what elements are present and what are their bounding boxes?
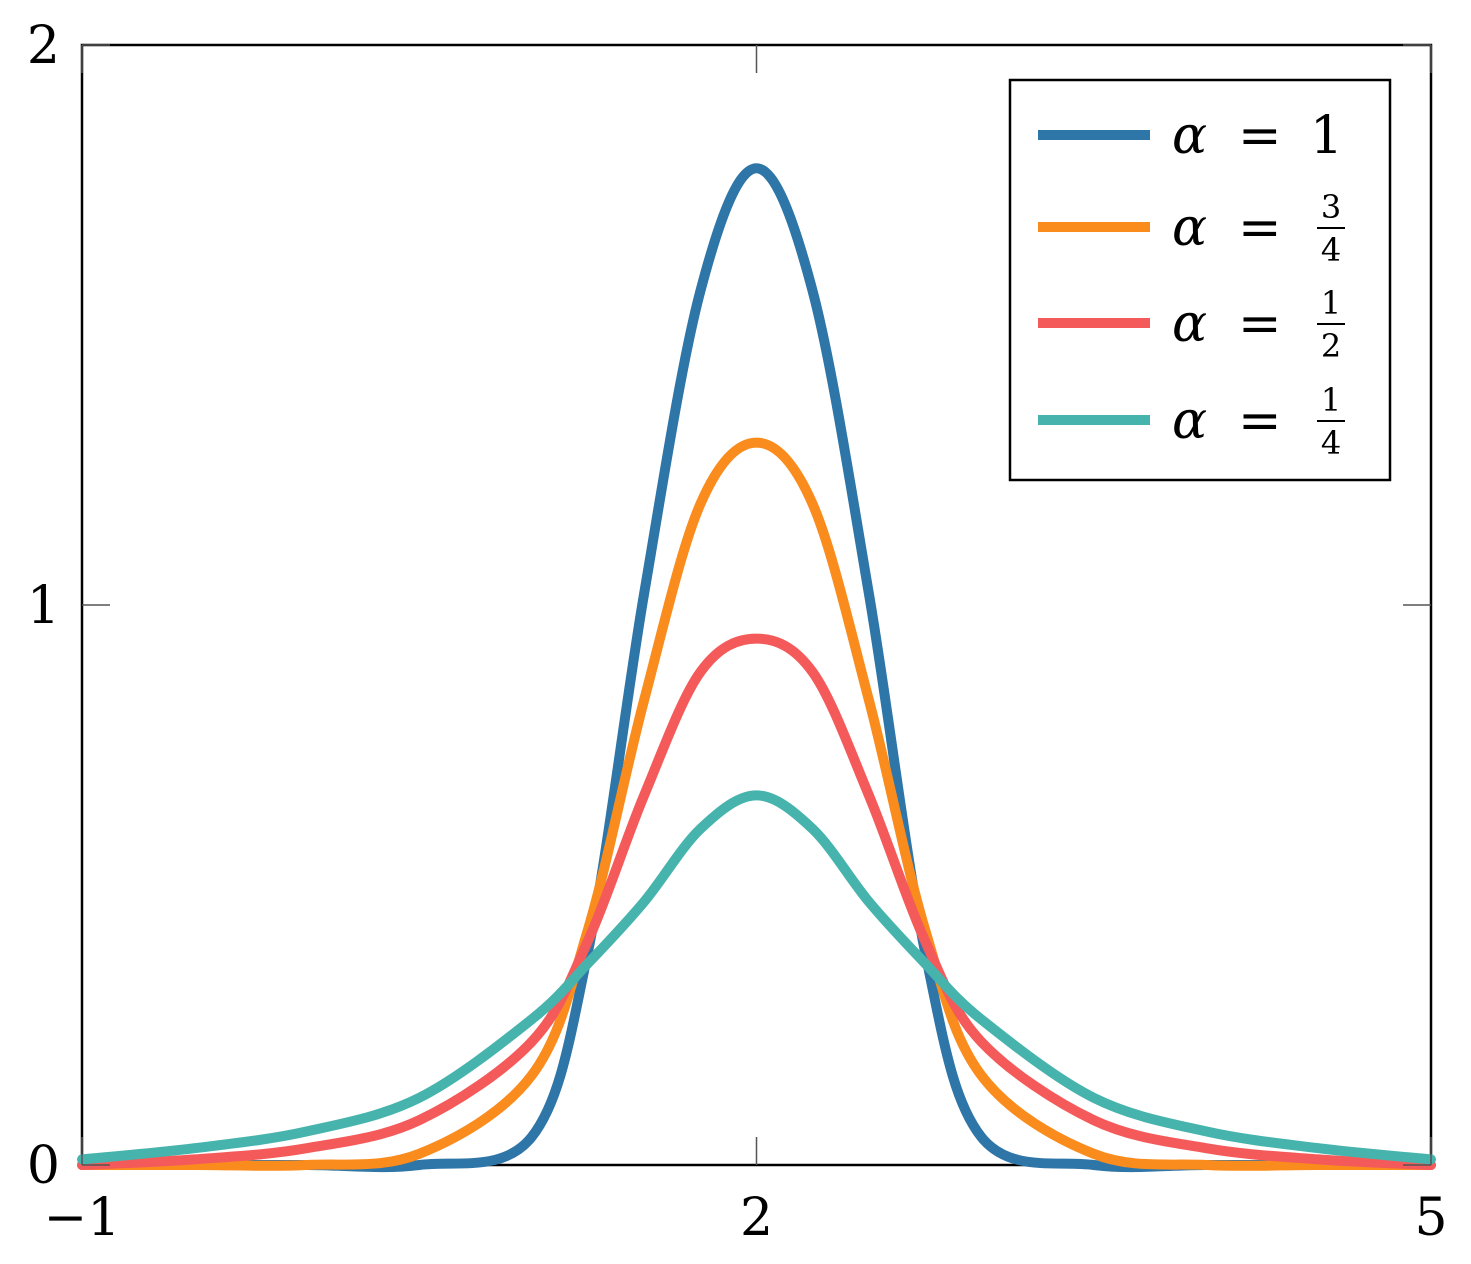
legend-alpha-symbol: α [1172, 106, 1207, 166]
legend-numerator: 1 [1321, 381, 1341, 419]
legend-denominator: 4 [1321, 424, 1341, 462]
legend-value: 1 [1310, 106, 1343, 166]
series-lines [77, 163, 1436, 1173]
axis-ticks: −1 2 5 0 1 2 [27, 16, 1448, 1248]
series-line-2 [77, 437, 1436, 1171]
legend-numerator: 3 [1321, 188, 1341, 226]
legend-alpha-symbol: α [1172, 294, 1207, 354]
legend-alpha-symbol: α [1172, 198, 1207, 258]
legend-numerator: 1 [1321, 284, 1341, 322]
legend-equals-sign: = [1238, 294, 1282, 354]
x-tick-label: 5 [1414, 1188, 1447, 1248]
legend-equals-sign: = [1238, 391, 1282, 451]
legend-box [1008, 78, 1392, 482]
y-tick-label: 0 [27, 1136, 60, 1196]
legend-equals-sign: = [1238, 106, 1282, 166]
series-line-4 [77, 790, 1436, 1165]
x-tick-label: 2 [740, 1188, 773, 1248]
legend-equals-sign: = [1238, 198, 1282, 258]
legend-denominator: 4 [1321, 231, 1341, 269]
legend-alpha-symbol: α [1172, 391, 1207, 451]
series-line-1 [77, 163, 1436, 1173]
y-tick-label: 2 [27, 16, 60, 76]
legend-denominator: 2 [1321, 327, 1341, 365]
series-line-3 [77, 633, 1436, 1170]
x-tick-label: −1 [44, 1188, 121, 1248]
legend: α = 1 α = 3 4 α = 1 2 α = 1 4 [1008, 78, 1392, 482]
y-tick-label: 1 [27, 576, 60, 636]
